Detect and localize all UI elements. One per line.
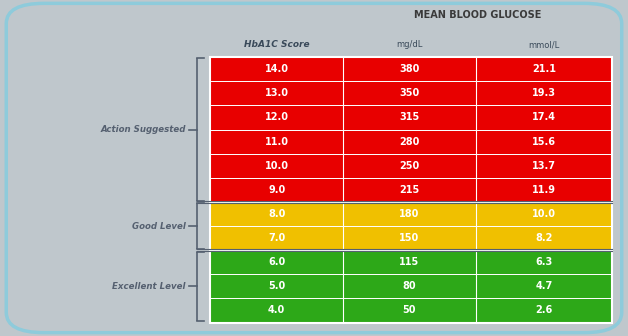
Bar bbox=[210, 154, 612, 178]
Bar bbox=[210, 202, 612, 226]
Text: 8.0: 8.0 bbox=[268, 209, 285, 219]
Text: 6.0: 6.0 bbox=[268, 257, 285, 267]
Bar bbox=[210, 298, 612, 323]
Text: 280: 280 bbox=[399, 136, 420, 146]
Text: 11.0: 11.0 bbox=[264, 136, 289, 146]
Bar bbox=[210, 57, 612, 81]
Text: 250: 250 bbox=[399, 161, 420, 171]
Bar bbox=[210, 57, 612, 323]
Text: 10.0: 10.0 bbox=[532, 209, 556, 219]
Text: Action Suggested: Action Suggested bbox=[100, 125, 186, 134]
Bar bbox=[210, 129, 612, 154]
Text: HbA1C Score: HbA1C Score bbox=[244, 40, 310, 49]
Text: 8.2: 8.2 bbox=[535, 233, 553, 243]
Text: 15.6: 15.6 bbox=[532, 136, 556, 146]
Bar bbox=[210, 250, 612, 274]
Text: 10.0: 10.0 bbox=[264, 161, 289, 171]
Text: 2.6: 2.6 bbox=[535, 305, 553, 316]
Text: 4.7: 4.7 bbox=[535, 281, 553, 291]
Bar bbox=[210, 81, 612, 106]
Bar bbox=[210, 106, 612, 129]
Bar bbox=[210, 226, 612, 250]
Text: 380: 380 bbox=[399, 64, 420, 74]
Text: 115: 115 bbox=[399, 257, 420, 267]
Text: MEAN BLOOD GLUCOSE: MEAN BLOOD GLUCOSE bbox=[414, 10, 541, 20]
Text: 80: 80 bbox=[403, 281, 416, 291]
Text: 180: 180 bbox=[399, 209, 420, 219]
Text: 12.0: 12.0 bbox=[264, 113, 289, 122]
Text: 21.1: 21.1 bbox=[532, 64, 556, 74]
Text: 17.4: 17.4 bbox=[532, 113, 556, 122]
Text: 13.0: 13.0 bbox=[264, 88, 289, 98]
Text: 315: 315 bbox=[399, 113, 420, 122]
Text: 215: 215 bbox=[399, 185, 420, 195]
Text: 7.0: 7.0 bbox=[268, 233, 285, 243]
Text: 11.9: 11.9 bbox=[532, 185, 556, 195]
Text: 5.0: 5.0 bbox=[268, 281, 285, 291]
Text: mg/dL: mg/dL bbox=[396, 40, 423, 49]
Text: 19.3: 19.3 bbox=[532, 88, 556, 98]
Text: 4.0: 4.0 bbox=[268, 305, 285, 316]
Text: Good Level: Good Level bbox=[132, 221, 186, 230]
Text: Excellent Level: Excellent Level bbox=[112, 282, 186, 291]
Text: 50: 50 bbox=[403, 305, 416, 316]
Text: 150: 150 bbox=[399, 233, 420, 243]
Text: 14.0: 14.0 bbox=[264, 64, 289, 74]
Text: 350: 350 bbox=[399, 88, 420, 98]
Text: mmol/L: mmol/L bbox=[528, 40, 560, 49]
Bar bbox=[210, 178, 612, 202]
Text: 9.0: 9.0 bbox=[268, 185, 285, 195]
Text: 13.7: 13.7 bbox=[532, 161, 556, 171]
Text: 6.3: 6.3 bbox=[535, 257, 553, 267]
Bar bbox=[210, 274, 612, 298]
